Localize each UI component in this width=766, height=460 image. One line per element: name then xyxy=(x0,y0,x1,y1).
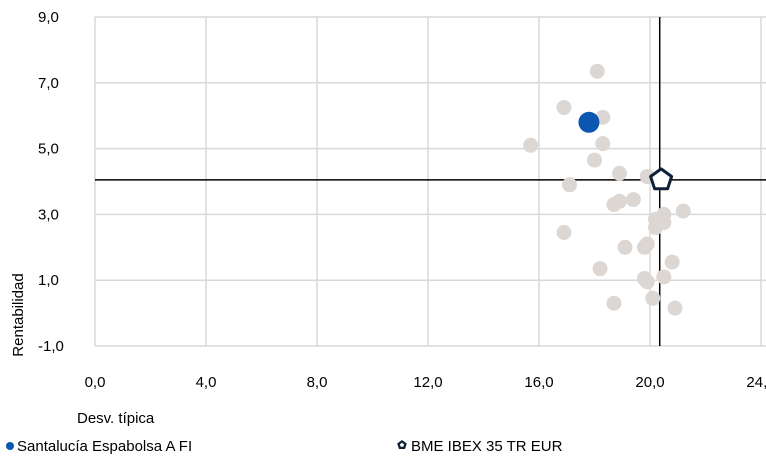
fund-point xyxy=(578,111,600,133)
y-tick-label: -1,0 xyxy=(38,338,64,355)
legend-fund-label: Santalucía Espabolsa A FI xyxy=(17,438,192,455)
peer-fund-point xyxy=(664,254,680,270)
peer-fund-point xyxy=(606,197,622,213)
peer-fund-point xyxy=(656,269,672,285)
legend: Santalucía Espabolsa A FI BME IBEX 35 TR… xyxy=(6,438,563,455)
peer-fund-point xyxy=(595,136,611,152)
data-points xyxy=(523,63,691,316)
peer-fund-point xyxy=(592,261,608,277)
peer-fund-point xyxy=(562,177,578,193)
x-tick-label: 24,0 xyxy=(746,374,766,391)
legend-benchmark-label: BME IBEX 35 TR EUR xyxy=(411,438,563,455)
peer-fund-point xyxy=(675,203,691,219)
y-tick-label: 1,0 xyxy=(38,272,59,289)
y-tick-label: 5,0 xyxy=(38,141,59,158)
peer-fund-point xyxy=(667,300,683,316)
peer-fund-point xyxy=(587,152,602,168)
x-tick-label: 12,0 xyxy=(413,374,442,391)
legend-fund-marker xyxy=(6,442,14,450)
x-tick-label: 20,0 xyxy=(635,374,664,391)
y-tick-label: 9,0 xyxy=(38,9,59,26)
peer-fund-point xyxy=(589,63,605,79)
benchmark-point xyxy=(649,167,674,191)
peer-fund-point xyxy=(556,99,572,115)
peer-fund-point xyxy=(645,290,661,306)
y-tick-label: 3,0 xyxy=(38,206,59,223)
x-tick-label: 4,0 xyxy=(196,374,217,391)
peer-fund-point xyxy=(648,220,664,236)
x-axis-label: Desv. típica xyxy=(77,410,155,427)
peer-fund-point xyxy=(606,295,622,311)
peer-fund-point xyxy=(611,165,627,181)
y-axis-label: Rentabilidad xyxy=(10,273,27,356)
y-tick-label: 7,0 xyxy=(38,75,59,92)
x-tick-label: 0,0 xyxy=(85,374,106,391)
peer-fund-point xyxy=(523,137,539,153)
grid xyxy=(94,16,766,347)
legend-benchmark-marker xyxy=(397,440,407,449)
peer-fund-point xyxy=(639,274,655,290)
x-tick-label: 16,0 xyxy=(524,374,553,391)
peer-fund-point xyxy=(556,224,572,240)
peer-fund-point xyxy=(625,192,641,208)
peer-fund-point xyxy=(617,239,633,255)
peer-fund-point xyxy=(636,239,652,255)
x-tick-label: 8,0 xyxy=(307,374,328,391)
axes: -1,0 1,0 3,0 5,0 7,0 9,0 0,0 4,0 8,0 12,0 16,0 20,0… xyxy=(38,9,766,391)
